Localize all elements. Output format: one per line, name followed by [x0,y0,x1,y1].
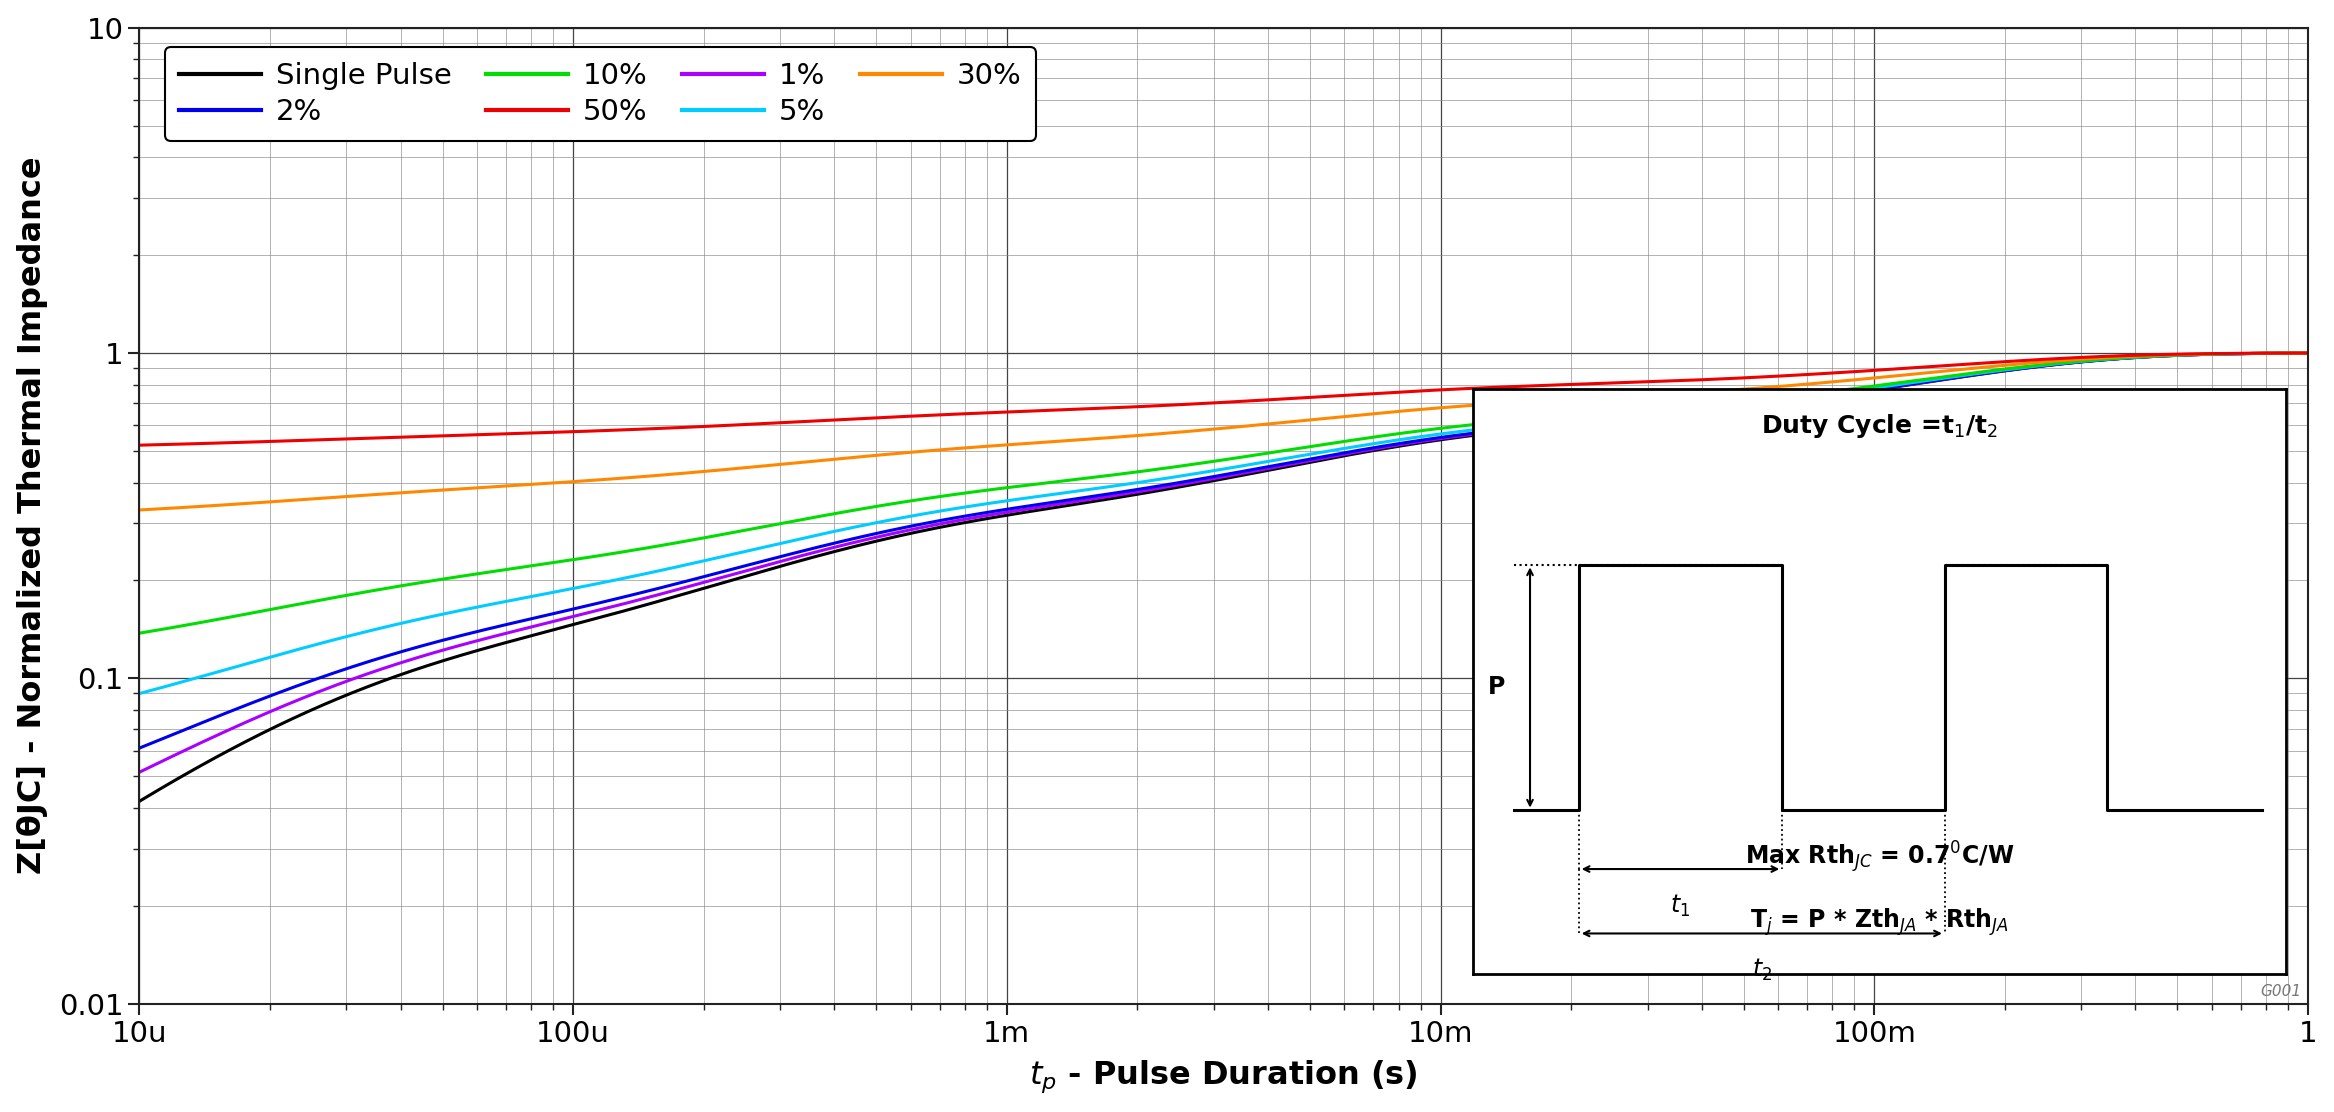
X-axis label: $t_p$ - Pulse Duration (s): $t_p$ - Pulse Duration (s) [1029,1059,1419,1095]
Text: G001: G001 [2259,984,2301,999]
Legend: Single Pulse, 2%, 10%, 50%, 1%, 5%, 30%, : Single Pulse, 2%, 10%, 50%, 1%, 5%, 30%, [166,47,1036,141]
Y-axis label: Z[θJC] - Normalized Thermal Impedance: Z[θJC] - Normalized Thermal Impedance [16,157,47,874]
